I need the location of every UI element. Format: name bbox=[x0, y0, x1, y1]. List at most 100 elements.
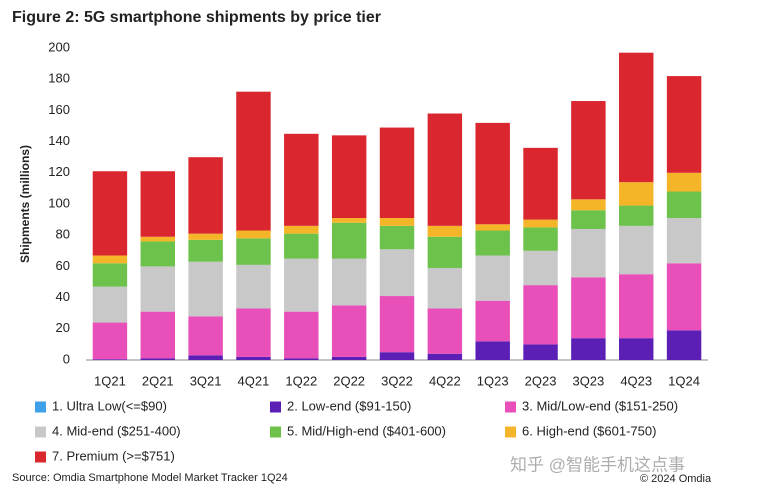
bar-segment bbox=[523, 250, 558, 286]
legend-label: 2. Low-end ($91-150) bbox=[287, 398, 411, 413]
bar-segment bbox=[475, 230, 510, 256]
y-tick-label: 160 bbox=[48, 102, 70, 117]
legend-swatch bbox=[35, 426, 46, 438]
x-tick-label: 3Q21 bbox=[190, 373, 222, 388]
bar-segment bbox=[284, 358, 319, 360]
y-tick-label: 0 bbox=[63, 351, 70, 366]
bar-segment bbox=[92, 255, 128, 264]
bar-segment bbox=[571, 210, 606, 229]
bar-segment bbox=[379, 352, 415, 360]
bar-segment bbox=[379, 127, 415, 219]
bar-segment bbox=[379, 225, 415, 250]
bar-segment bbox=[236, 356, 271, 360]
x-tick-label: 1Q21 bbox=[94, 373, 126, 388]
legend-label: 5. Mid/High-end ($401-600) bbox=[287, 423, 446, 438]
bar-segment bbox=[666, 76, 702, 173]
bar-segment bbox=[619, 205, 654, 226]
bar-segment bbox=[571, 199, 606, 211]
y-tick-label: 100 bbox=[48, 195, 70, 210]
bar-segment bbox=[666, 330, 702, 360]
bar-segment bbox=[619, 225, 654, 275]
x-tick-label: 4Q23 bbox=[620, 373, 652, 388]
source: Source: Omdia Smartphone Model Market Tr… bbox=[12, 472, 288, 484]
bar-segment bbox=[475, 224, 510, 231]
y-tick-label: 120 bbox=[48, 164, 70, 179]
bar-segment bbox=[331, 135, 367, 219]
bar-segment bbox=[236, 264, 271, 309]
y-tick-label: 180 bbox=[48, 71, 70, 86]
bar-segment bbox=[140, 171, 175, 237]
bar-segment bbox=[379, 218, 415, 226]
bar-segment bbox=[140, 241, 175, 267]
bar-segment bbox=[140, 311, 175, 359]
x-tick-label: 3Q23 bbox=[572, 373, 604, 388]
bar-segment bbox=[140, 266, 175, 312]
bar-segment bbox=[523, 285, 558, 345]
bar-segment bbox=[523, 227, 558, 251]
legend-label: 6. High-end ($601-750) bbox=[522, 423, 656, 438]
bar-segment bbox=[284, 225, 319, 234]
bar-segment bbox=[666, 263, 702, 331]
bar-segment bbox=[284, 133, 319, 226]
bar-segment bbox=[666, 191, 702, 219]
bar-segment bbox=[427, 353, 463, 360]
y-tick-label: 80 bbox=[56, 227, 70, 242]
legend-label: 1. Ultra Low(<=$90) bbox=[52, 398, 167, 413]
bar-segment bbox=[571, 101, 606, 200]
y-axis-title: Shipments (millions) bbox=[18, 145, 32, 263]
bar-segment bbox=[140, 236, 175, 242]
legend-swatch bbox=[505, 401, 516, 413]
legend-label: 4. Mid-end ($251-400) bbox=[52, 423, 181, 438]
bar-segment bbox=[475, 300, 510, 342]
x-tick-label: 2Q23 bbox=[525, 373, 557, 388]
bar-segment bbox=[284, 311, 319, 359]
x-tick-label: 2Q22 bbox=[333, 373, 365, 388]
x-tick-label: 1Q22 bbox=[285, 373, 317, 388]
x-tick-label: 2Q21 bbox=[142, 373, 174, 388]
bar-segment bbox=[379, 296, 415, 353]
legend-swatch bbox=[35, 401, 46, 413]
bar-segment bbox=[236, 230, 271, 239]
y-tick-label: 20 bbox=[56, 320, 70, 335]
bar-segment bbox=[236, 238, 271, 265]
bar-segment bbox=[427, 308, 463, 354]
bar-segment bbox=[571, 338, 606, 360]
bar-segment bbox=[140, 358, 175, 360]
bar-segment bbox=[427, 267, 463, 309]
legend-label: 7. Premium (>=$751) bbox=[52, 448, 175, 463]
legend-swatch bbox=[270, 401, 281, 413]
copyright: © 2024 Omdia bbox=[640, 473, 712, 485]
bar-segment bbox=[523, 344, 558, 360]
bar-segment bbox=[188, 355, 223, 360]
bar-segment bbox=[331, 258, 367, 306]
y-tick-label: 40 bbox=[56, 289, 70, 304]
legend-swatch bbox=[35, 451, 46, 463]
legend-swatch bbox=[505, 426, 516, 438]
bar-segment bbox=[284, 258, 319, 312]
bar-segment bbox=[619, 52, 654, 183]
bar-segment bbox=[331, 218, 367, 223]
bar-segment bbox=[619, 338, 654, 360]
bar-segment bbox=[619, 182, 654, 206]
bar-segment bbox=[188, 239, 223, 262]
bar-segment bbox=[666, 172, 702, 192]
bar-segment bbox=[379, 249, 415, 297]
bar-segment bbox=[523, 219, 558, 228]
bar-segment bbox=[188, 316, 223, 356]
bar-segment bbox=[284, 233, 319, 259]
bar-segment bbox=[571, 228, 606, 278]
bar-segment bbox=[475, 122, 510, 225]
bar-segment bbox=[92, 263, 128, 287]
bar-segment bbox=[92, 322, 128, 360]
bar-segment bbox=[236, 308, 271, 357]
bar-segment bbox=[188, 157, 223, 234]
x-tick-label: 4Q22 bbox=[429, 373, 461, 388]
bar-segment bbox=[92, 171, 128, 256]
bar-segment bbox=[188, 233, 223, 240]
y-tick-label: 200 bbox=[48, 39, 70, 54]
bar-segment bbox=[619, 274, 654, 339]
bar-segment bbox=[571, 277, 606, 339]
bar-segment bbox=[331, 305, 367, 357]
x-tick-label: 4Q21 bbox=[238, 373, 270, 388]
